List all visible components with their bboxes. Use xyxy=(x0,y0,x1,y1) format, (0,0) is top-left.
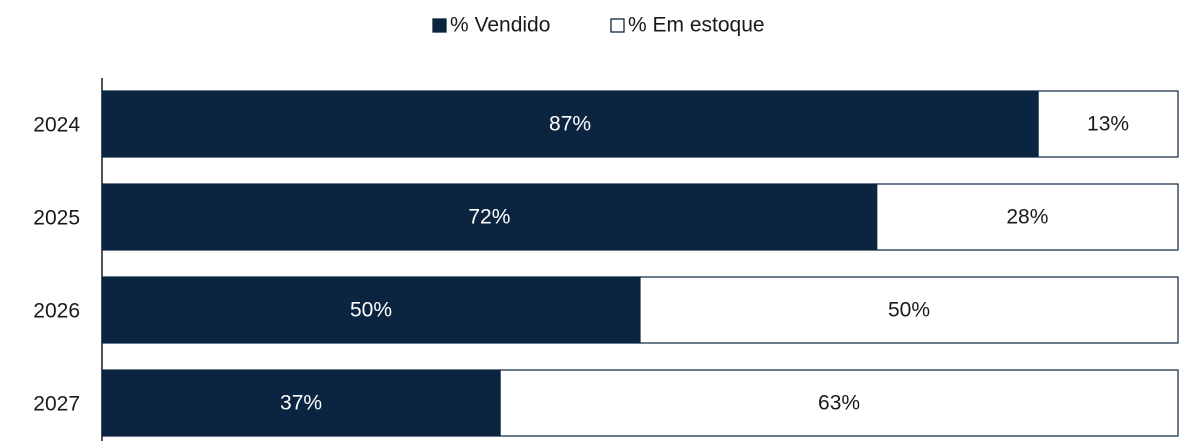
bar-segment xyxy=(639,276,1179,344)
value-label: 72% xyxy=(468,206,510,229)
value-label: 28% xyxy=(1006,206,1048,229)
legend-swatch xyxy=(610,18,625,33)
value-label: 37% xyxy=(280,392,322,415)
legend-swatch xyxy=(432,18,447,33)
y-tick-label: 2024 xyxy=(33,114,80,137)
bar-segment xyxy=(499,369,1179,437)
bar-segment xyxy=(101,90,1039,158)
value-label: 50% xyxy=(350,299,392,322)
value-label: 13% xyxy=(1087,113,1129,136)
y-tick-label: 2027 xyxy=(33,393,80,416)
bar-segment xyxy=(101,183,878,251)
value-label: 63% xyxy=(818,392,860,415)
legend-label: % Vendido xyxy=(450,14,550,37)
bar-segment xyxy=(1037,90,1179,158)
legend-label: % Em estoque xyxy=(628,14,765,37)
bar-segment xyxy=(876,183,1179,251)
value-label: 50% xyxy=(888,299,930,322)
value-label: 87% xyxy=(549,113,591,136)
y-tick-label: 2026 xyxy=(33,300,80,323)
y-tick-label: 2025 xyxy=(33,207,80,230)
